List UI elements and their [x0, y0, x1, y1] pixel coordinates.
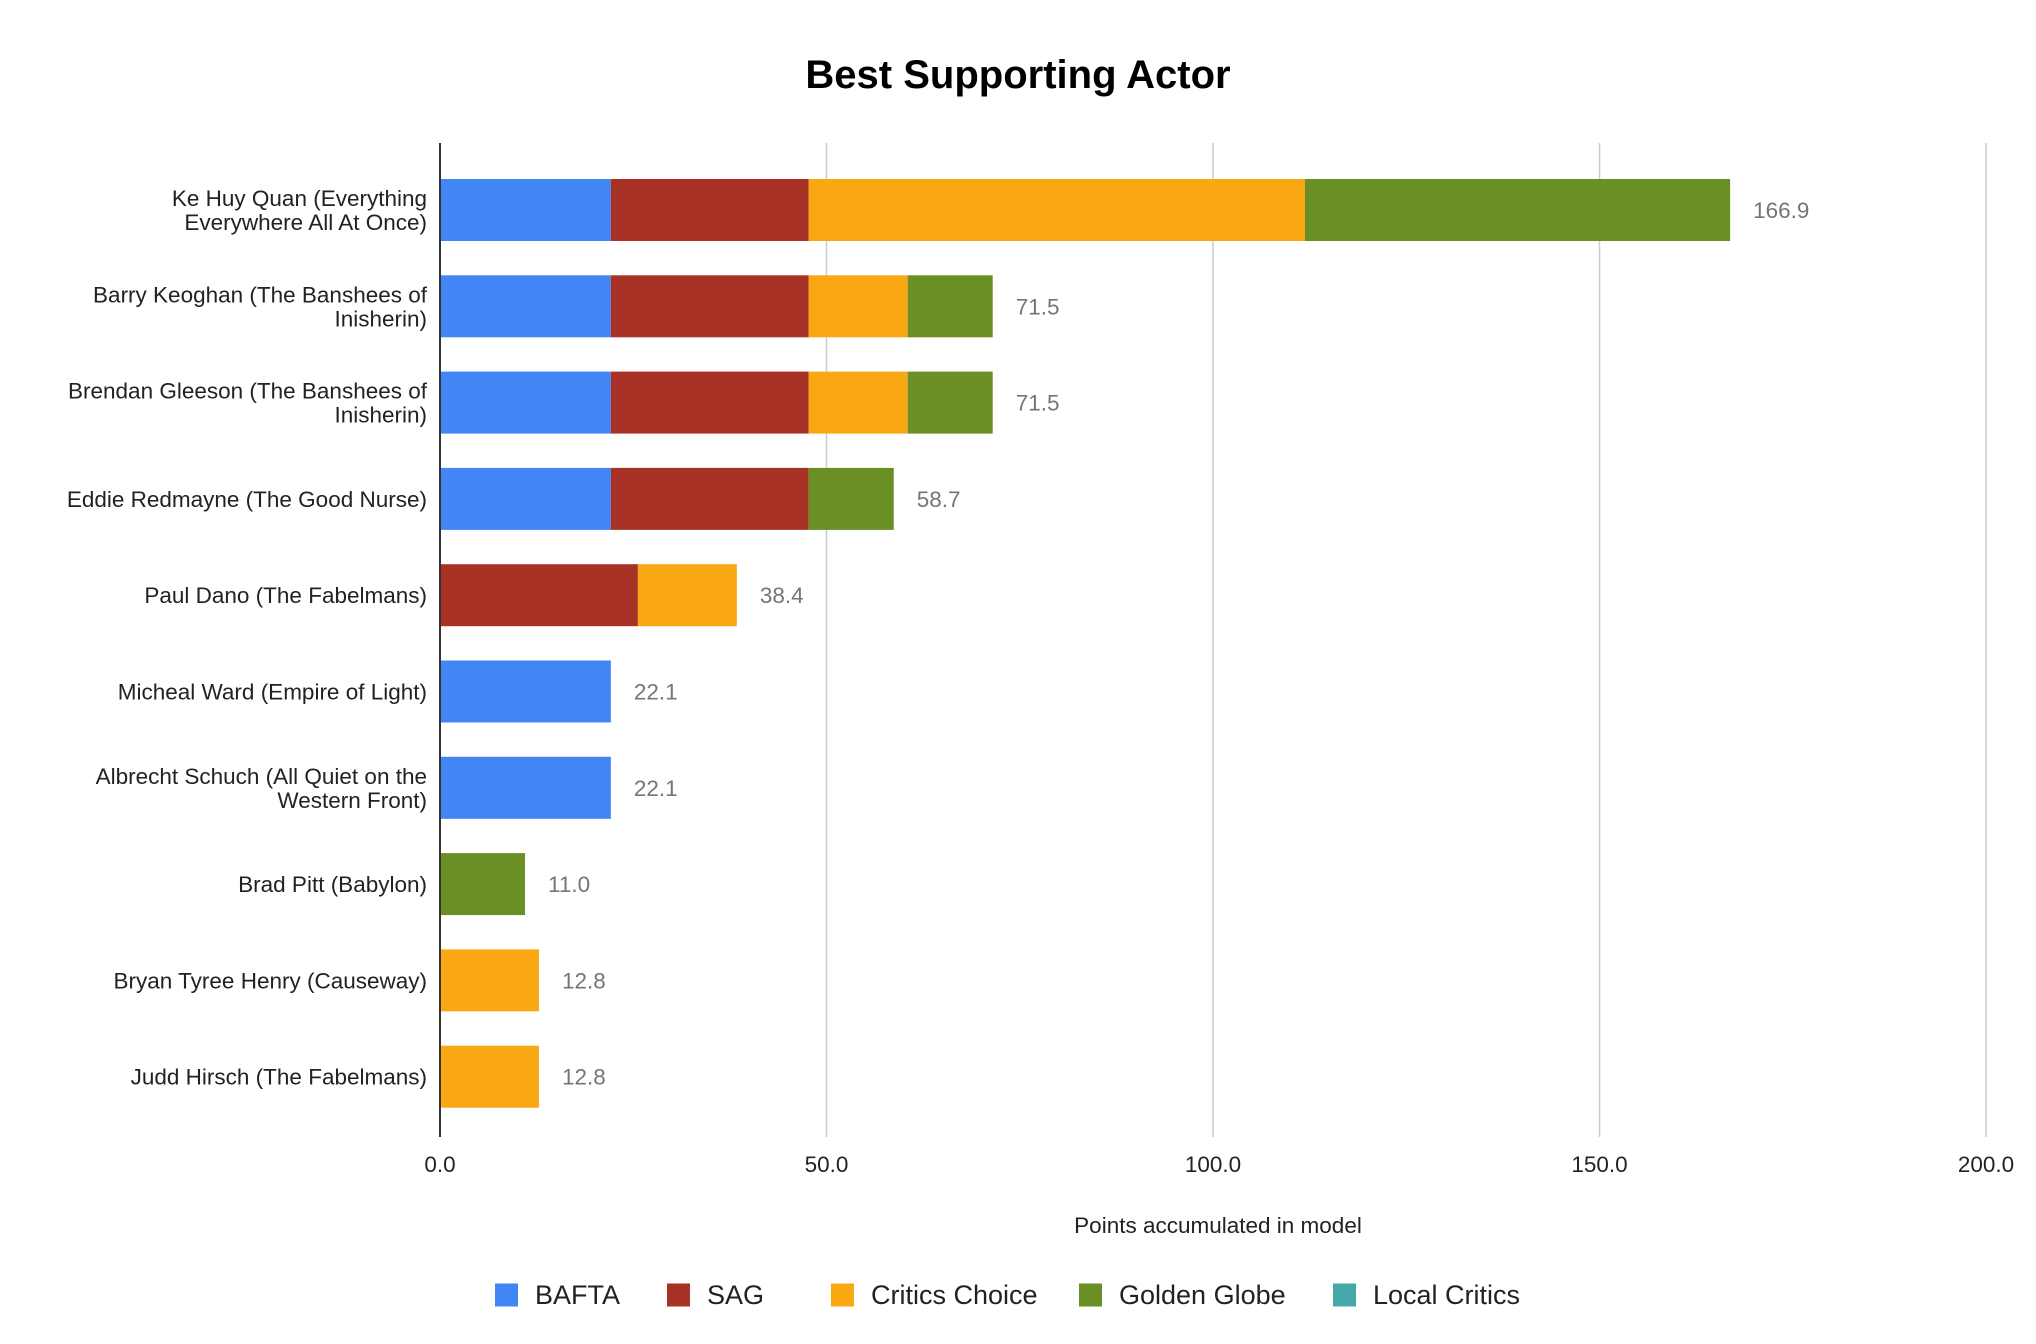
category-label-line: Everywhere All At Once) — [184, 210, 427, 235]
total-label: 166.9 — [1753, 198, 1809, 223]
category-label: Judd Hirsch (The Fabelmans) — [131, 1065, 427, 1090]
legend-swatch — [831, 1283, 854, 1307]
category-label: Albrecht Schuch (All Quiet on the Western… — [96, 764, 427, 813]
category-label: Paul Dano (The Fabelmans) — [144, 583, 427, 608]
total-label: 22.1 — [634, 680, 678, 705]
category-label-line: Paul Dano (The Fabelmans) — [144, 583, 427, 608]
chart-title: Best Supporting Actor — [805, 53, 1230, 97]
legend-label: Critics Choice — [871, 1280, 1038, 1310]
legend-label: Golden Globe — [1119, 1280, 1286, 1310]
category-label-line: Brendan Gleeson (The Banshees of — [68, 379, 428, 404]
bar-segment — [440, 179, 611, 241]
category-label-line: Western Front) — [277, 788, 427, 813]
category-label: Ke Huy Quan (Everything Everywhere All At… — [172, 186, 427, 235]
bar-segment — [440, 275, 611, 338]
bar-segment — [1304, 179, 1731, 241]
total-label: 71.5 — [1016, 391, 1060, 416]
bar-segment — [440, 467, 611, 530]
category-label-line: Ke Huy Quan (Everything — [172, 186, 427, 211]
legend-swatch — [1333, 1283, 1356, 1307]
category-label-line: Inisherin) — [334, 306, 427, 331]
category-labels: Ke Huy Quan (Everything Everywhere All At… — [67, 186, 428, 1090]
x-tick-label: 100.0 — [1185, 1152, 1241, 1177]
category-label: Barry Keoghan (The Banshees of Inisherin) — [93, 282, 428, 331]
category-label-line: Micheal Ward (Empire of Light) — [118, 680, 427, 705]
total-label: 58.7 — [917, 487, 961, 512]
total-label: 38.4 — [760, 583, 804, 608]
legend-swatch — [1079, 1283, 1102, 1307]
total-label: 11.0 — [548, 872, 590, 897]
total-label: 71.5 — [1016, 294, 1060, 319]
category-label: Bryan Tyree Henry (Causeway) — [114, 968, 427, 993]
bar-segment — [907, 371, 993, 434]
bar-segment — [637, 564, 737, 627]
total-label: 12.8 — [562, 968, 606, 993]
category-label: Micheal Ward (Empire of Light) — [118, 680, 427, 705]
category-label: Brad Pitt (Babylon) — [238, 872, 427, 897]
bar-segment — [440, 1045, 539, 1108]
total-label: 22.1 — [634, 776, 678, 801]
bar-segment — [440, 564, 638, 627]
bar-segment — [440, 660, 611, 723]
category-label-line: Bryan Tyree Henry (Causeway) — [114, 968, 427, 993]
bar-segment — [610, 467, 809, 530]
bar-segment — [440, 756, 611, 819]
bar-segment — [808, 275, 908, 338]
category-label-line: Barry Keoghan (The Banshees of — [93, 282, 428, 307]
bar-segment — [808, 467, 894, 530]
category-label: Brendan Gleeson (The Banshees of Inisheri… — [68, 379, 428, 428]
category-label-line: Eddie Redmayne (The Good Nurse) — [67, 487, 427, 512]
total-label: 12.8 — [562, 1065, 606, 1090]
legend-label: BAFTA — [535, 1280, 620, 1310]
legend-label: SAG — [707, 1280, 764, 1310]
bar-segment — [610, 275, 809, 338]
bar-segment — [610, 371, 809, 434]
bar-segment — [808, 371, 908, 434]
legend-swatch — [667, 1283, 690, 1307]
category-label-line: Inisherin) — [334, 403, 427, 428]
bar-segment — [440, 371, 611, 434]
bar-segment — [610, 179, 809, 241]
x-tick-labels: 0.0 50.0 100.0 150.0 200.0 — [424, 1152, 2014, 1177]
legend-swatch — [495, 1283, 518, 1307]
x-tick-label: 150.0 — [1571, 1152, 1627, 1177]
bar-segment — [440, 853, 526, 916]
bar-segment — [808, 179, 1305, 241]
x-tick-label: 0.0 — [424, 1152, 455, 1177]
category-label-line: Judd Hirsch (The Fabelmans) — [131, 1065, 427, 1090]
category-label-line: Brad Pitt (Babylon) — [238, 872, 427, 897]
x-tick-label: 50.0 — [805, 1152, 849, 1177]
gridlines — [825, 143, 1987, 1137]
legend-label: Local Critics — [1373, 1280, 1520, 1310]
bar-segment — [440, 949, 539, 1012]
legend: BAFTA SAG Critics Choice Golden Globe Local … — [495, 1280, 1520, 1310]
category-label-line: Albrecht Schuch (All Quiet on the — [96, 764, 427, 789]
total-labels: 166.9 71.5 71.5 58.7 38.4 22.1 22.1 11.0 12.8 12.… — [548, 198, 1809, 1090]
bars — [440, 179, 1731, 1108]
x-axis-title: Points accumulated in model — [1074, 1213, 1362, 1238]
category-label: Eddie Redmayne (The Good Nurse) — [67, 487, 427, 512]
bar-segment — [907, 275, 993, 338]
x-tick-label: 200.0 — [1958, 1152, 2014, 1177]
